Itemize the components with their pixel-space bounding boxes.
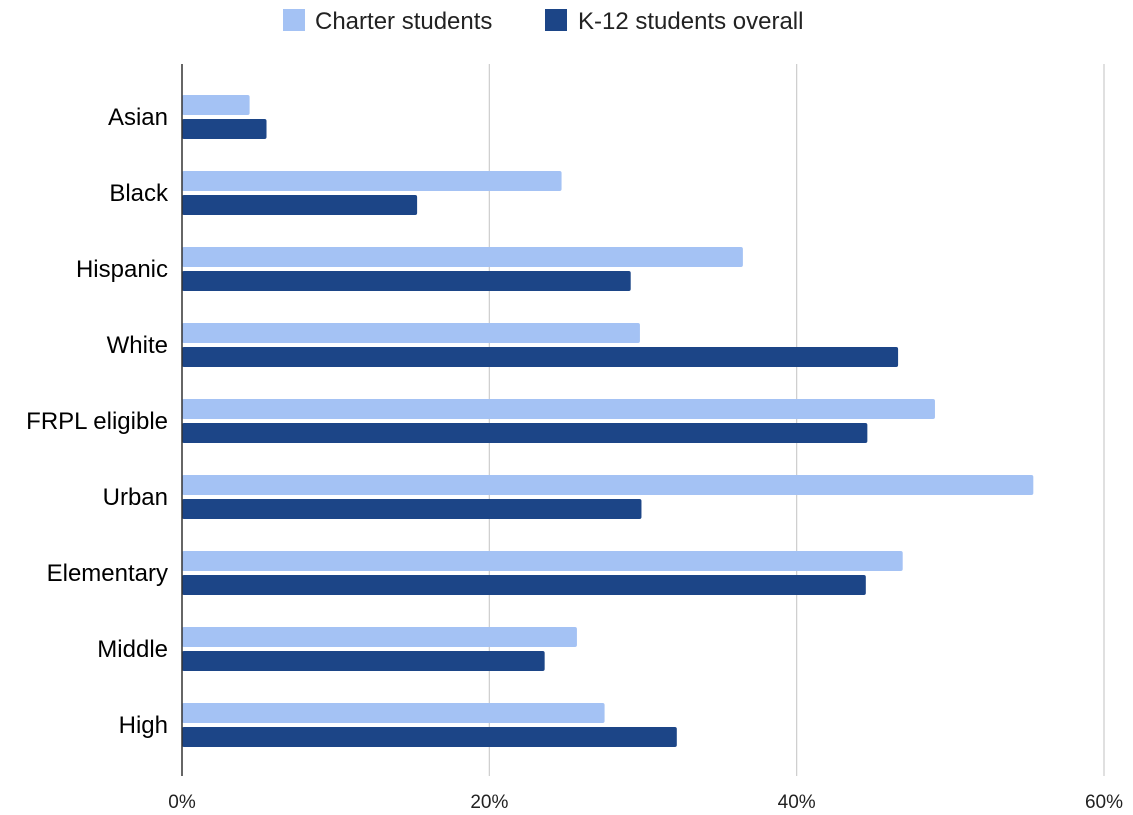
category-label-middle: Middle: [97, 636, 168, 663]
bar-white-charter-students: [182, 323, 640, 343]
legend-swatch-charter-students: [283, 9, 305, 31]
bar-middle-k-12-students-overall: [182, 651, 545, 671]
bar-elementary-k-12-students-overall: [182, 575, 866, 595]
x-tick-label: 0%: [168, 792, 196, 813]
bar-elementary-charter-students: [182, 551, 903, 571]
legend-label-k-12-students-overall: K-12 students overall: [578, 8, 803, 35]
bar-urban-k-12-students-overall: [182, 499, 642, 519]
x-tick-label: 20%: [470, 792, 508, 813]
category-label-urban: Urban: [103, 484, 168, 511]
x-tick-label: 40%: [778, 792, 816, 813]
bar-asian-charter-students: [182, 95, 250, 115]
category-label-black: Black: [109, 180, 169, 207]
bars: [182, 95, 1034, 747]
category-label-hispanic: Hispanic: [76, 256, 168, 283]
category-label-elementary: Elementary: [47, 560, 168, 587]
bar-black-k-12-students-overall: [182, 195, 418, 215]
category-label-white: White: [107, 332, 168, 359]
x-tick-labels: 0% 20% 40% 60%: [168, 792, 1123, 813]
bar-high-k-12-students-overall: [182, 727, 677, 747]
category-labels: Asian Black Hispanic White FRPL eligible Urba…: [26, 104, 169, 739]
chart-legend: Charter students K-12 students overall: [283, 8, 803, 35]
bar-high-charter-students: [182, 703, 605, 723]
gridlines: [488, 64, 1105, 776]
category-label-high: High: [119, 712, 168, 739]
bar-hispanic-k-12-students-overall: [182, 271, 631, 291]
category-label-frpl-eligible: FRPL eligible: [26, 408, 168, 435]
bar-hispanic-charter-students: [182, 247, 743, 267]
bar-white-k-12-students-overall: [182, 347, 899, 367]
bar-frpl-eligible-k-12-students-overall: [182, 423, 868, 443]
legend-swatch-k-12-students-overall: [545, 9, 567, 31]
bar-asian-k-12-students-overall: [182, 119, 267, 139]
bar-urban-charter-students: [182, 475, 1034, 495]
bar-black-charter-students: [182, 171, 562, 191]
legend-label-charter-students: Charter students: [315, 8, 492, 35]
x-tick-label: 60%: [1085, 792, 1123, 813]
bar-middle-charter-students: [182, 627, 577, 647]
category-label-asian: Asian: [108, 104, 168, 131]
bar-frpl-eligible-charter-students: [182, 399, 935, 419]
